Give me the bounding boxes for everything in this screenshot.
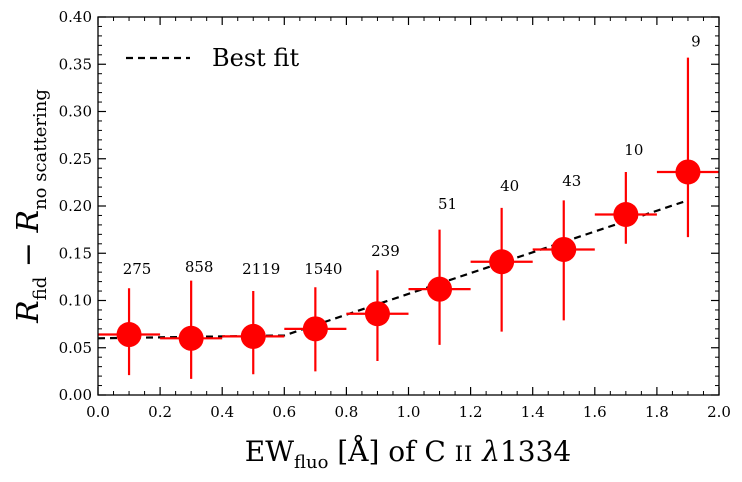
tick-layer — [97, 16, 720, 396]
y-tick-label: 0.05 — [59, 339, 92, 357]
data-point — [178, 325, 204, 351]
count-label: 10 — [624, 141, 643, 159]
legend-label: Best fit — [212, 44, 299, 72]
x-tick-label: 0.4 — [210, 403, 234, 421]
point-layer — [116, 159, 701, 351]
count-label: 51 — [438, 195, 457, 213]
x-tick-label: 1.0 — [397, 403, 421, 421]
y-tick-label: 0.30 — [59, 103, 92, 121]
x-tick-label: 0.2 — [148, 403, 172, 421]
count-label: 275 — [123, 260, 152, 278]
y-tick-label: 0.15 — [59, 244, 92, 262]
x-axis-label: EWfluo [Å] of C II λ1334 — [245, 435, 572, 473]
data-point — [116, 322, 142, 348]
y-tick-label: 0.35 — [59, 55, 92, 73]
y-tick-label: 0.40 — [59, 8, 92, 26]
count-label: 1540 — [304, 260, 342, 278]
tick-label-layer: 0.0 0.2 0.4 0.6 0.8 1.0 1.2 1.4 1.6 1.8 2.0 0.00 0.0… — [59, 8, 731, 421]
x-tick-label: 1.6 — [583, 403, 607, 421]
x-tick-label: 2.0 — [707, 403, 731, 421]
x-tick-label: 0.0 — [86, 403, 110, 421]
x-tick-label: 1.2 — [459, 403, 483, 421]
y-tick-label: 0.00 — [59, 386, 92, 404]
x-tick-label: 1.8 — [645, 403, 669, 421]
data-point — [551, 236, 577, 262]
count-label: 858 — [185, 258, 214, 276]
x-tick-label: 0.8 — [334, 403, 358, 421]
data-point — [302, 316, 328, 342]
x-tick-label: 1.4 — [521, 403, 545, 421]
y-tick-label: 0.10 — [59, 292, 92, 310]
count-label: 40 — [500, 177, 519, 195]
legend: Best fit — [126, 44, 299, 72]
count-label: 43 — [562, 172, 581, 190]
count-label-layer: 275 858 2119 1540 239 51 40 43 10 9 — [123, 32, 701, 278]
count-label: 2119 — [242, 260, 280, 278]
y-axis-label: Rfid − Rno scattering — [11, 89, 51, 324]
y-tick-label: 0.25 — [59, 150, 92, 168]
count-label: 239 — [371, 242, 400, 260]
y-tick-label: 0.20 — [59, 197, 92, 215]
data-point — [675, 159, 701, 185]
data-point — [613, 202, 639, 228]
data-point — [240, 323, 266, 349]
data-point — [427, 276, 453, 302]
data-point — [489, 249, 515, 275]
data-point — [364, 301, 390, 327]
x-tick-label: 0.6 — [272, 403, 296, 421]
count-label: 9 — [691, 32, 701, 50]
